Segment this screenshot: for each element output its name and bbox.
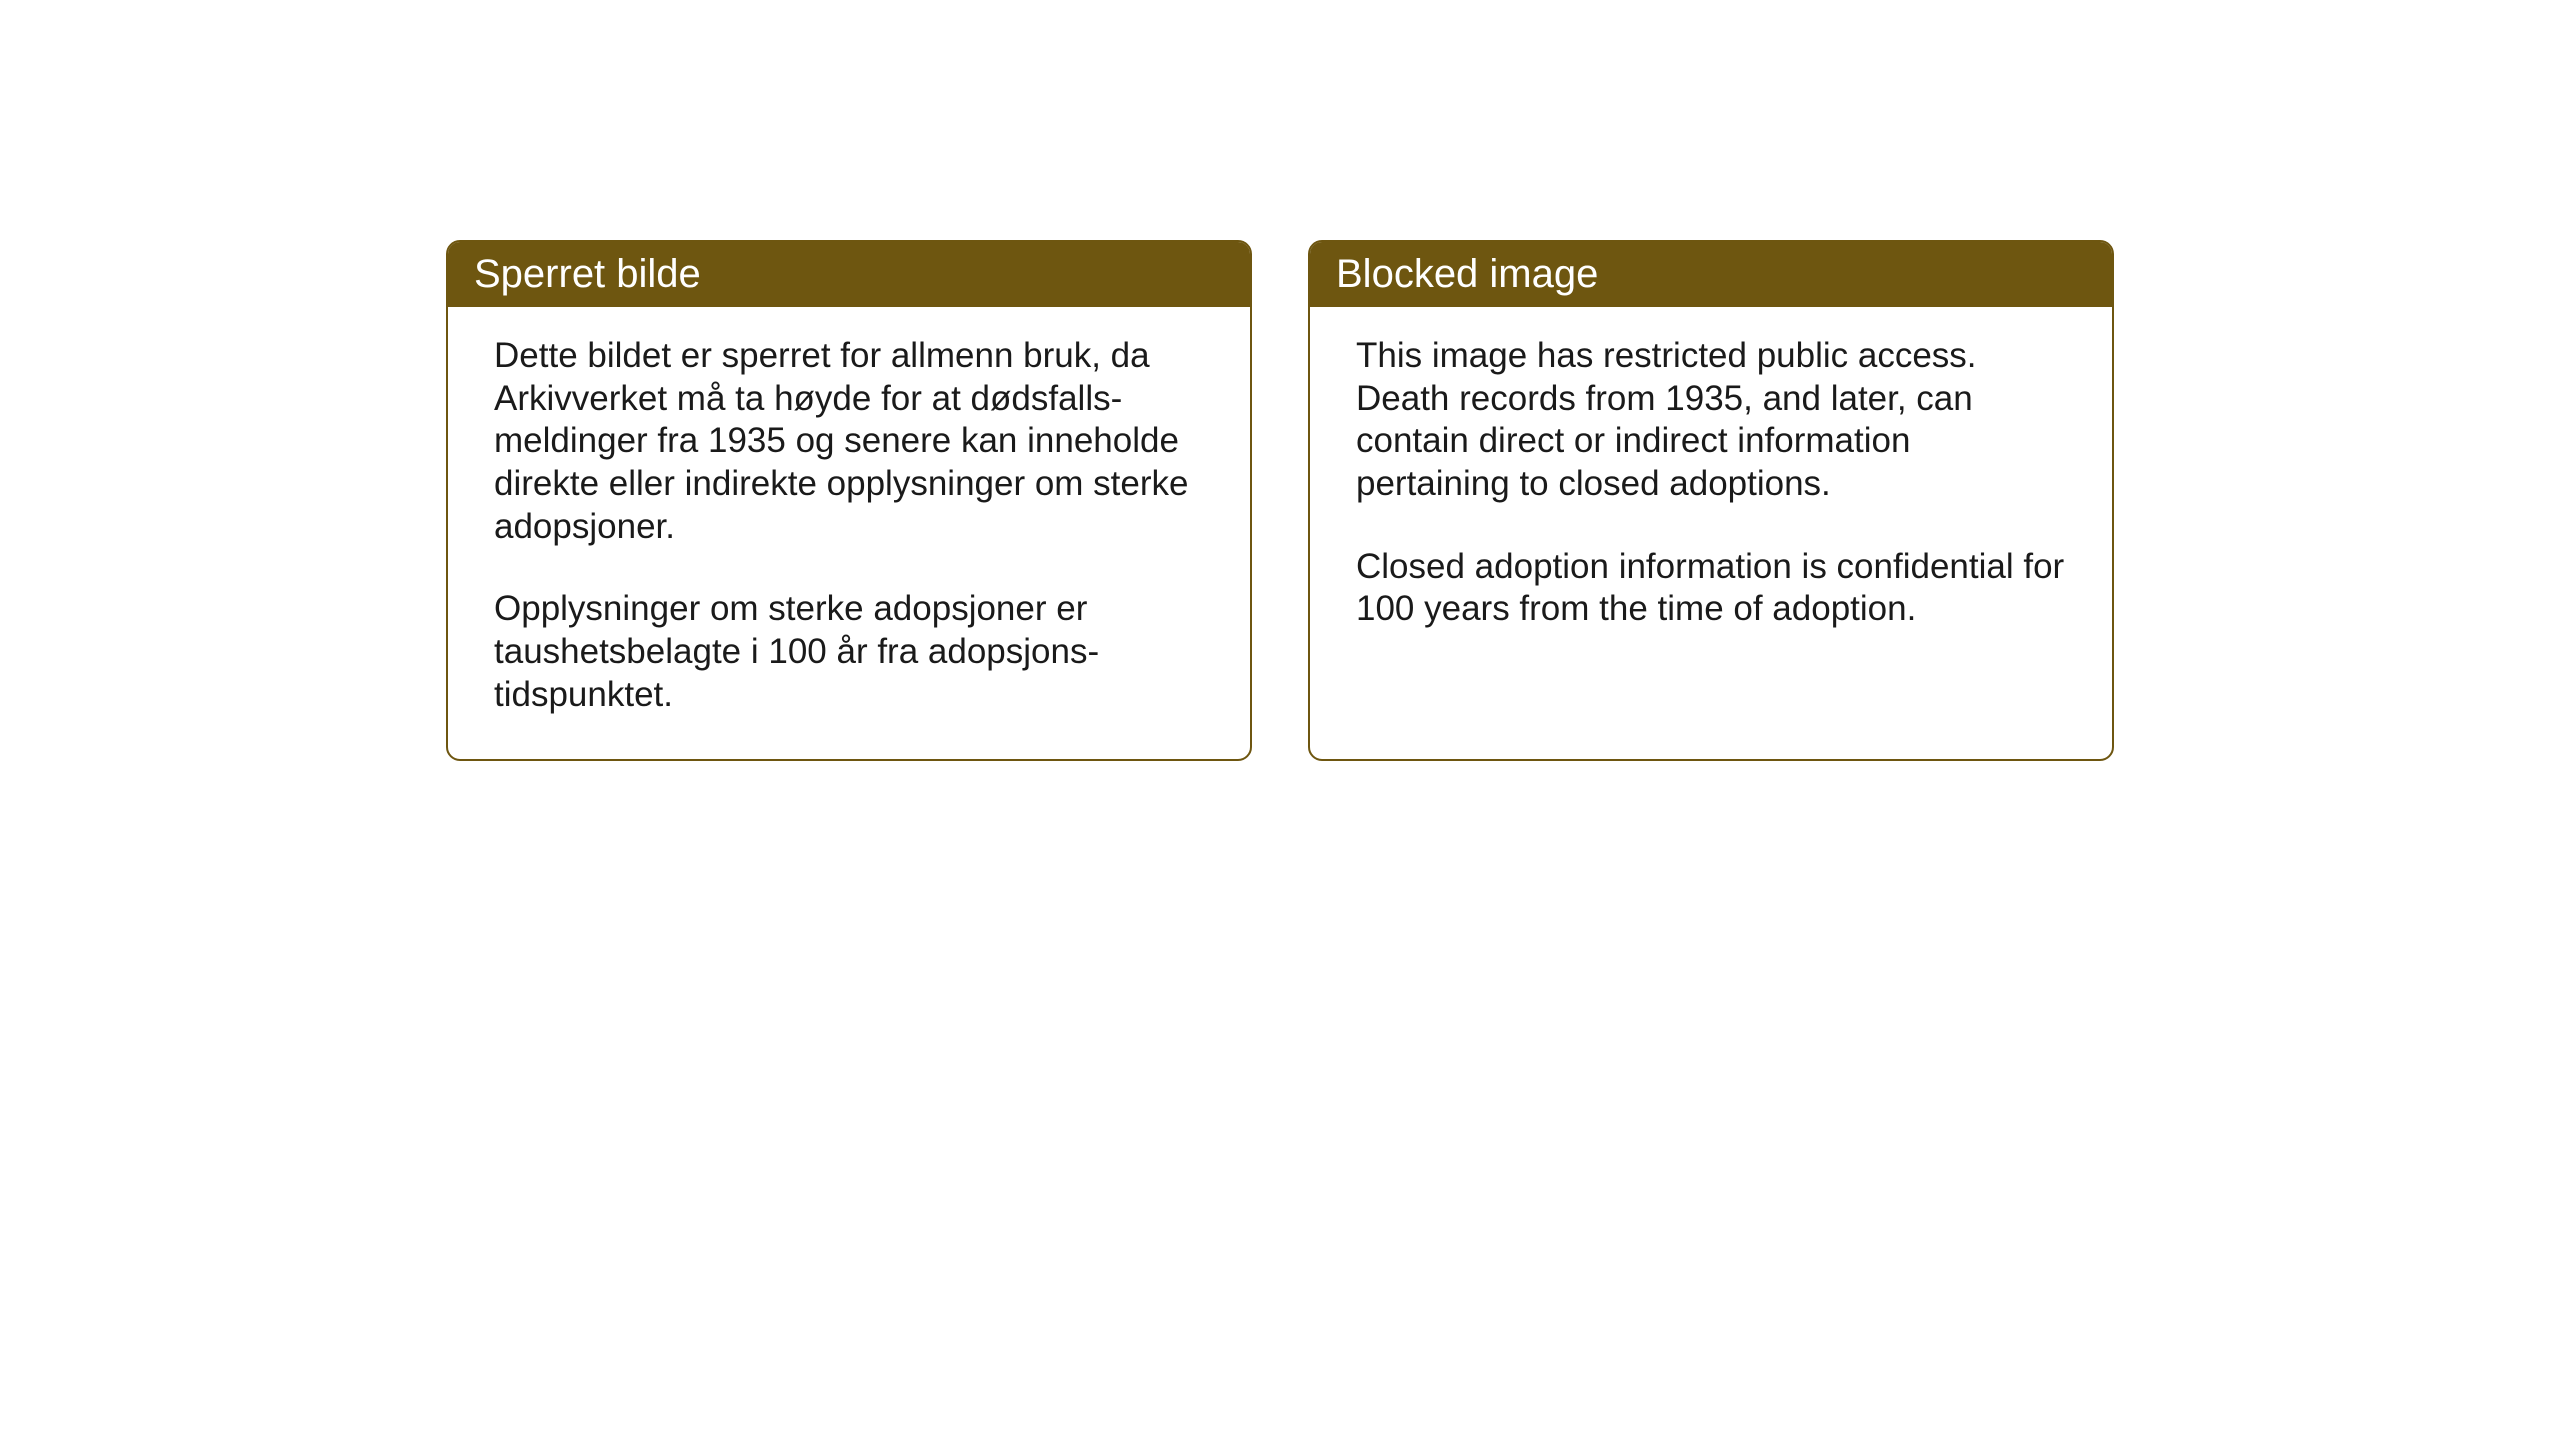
english-paragraph-2: Closed adoption information is confident… bbox=[1356, 546, 2066, 631]
norwegian-card: Sperret bilde Dette bildet er sperret fo… bbox=[446, 240, 1252, 761]
norwegian-card-title: Sperret bilde bbox=[474, 252, 701, 296]
english-paragraph-1: This image has restricted public access.… bbox=[1356, 335, 2066, 506]
english-card: Blocked image This image has restricted … bbox=[1308, 240, 2114, 761]
english-card-body: This image has restricted public access.… bbox=[1310, 307, 2112, 673]
norwegian-paragraph-1: Dette bildet er sperret for allmenn bruk… bbox=[494, 335, 1204, 548]
cards-container: Sperret bilde Dette bildet er sperret fo… bbox=[446, 240, 2114, 761]
norwegian-card-body: Dette bildet er sperret for allmenn bruk… bbox=[448, 307, 1250, 759]
english-card-title: Blocked image bbox=[1336, 252, 1598, 296]
english-card-header: Blocked image bbox=[1310, 242, 2112, 307]
norwegian-card-header: Sperret bilde bbox=[448, 242, 1250, 307]
norwegian-paragraph-2: Opplysninger om sterke adopsjoner er tau… bbox=[494, 588, 1204, 716]
